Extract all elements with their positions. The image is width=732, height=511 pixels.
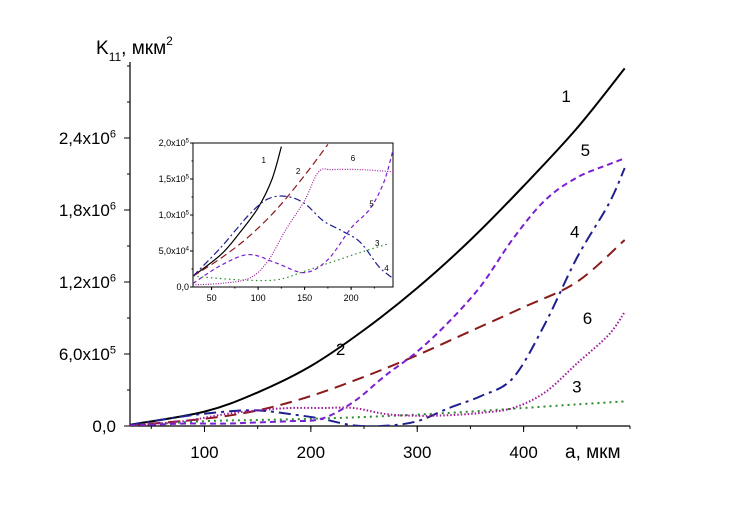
inset-y-tick-label: 0,0 <box>176 282 189 292</box>
inset-series-4-line <box>193 195 394 279</box>
inset-series-6-line <box>193 168 394 286</box>
main-series-2-line <box>130 239 626 426</box>
inset-y-tick-label: 1,0x105 <box>159 210 190 220</box>
main-series-3-line <box>130 400 625 426</box>
inset-series-3-label: 3 <box>375 239 380 248</box>
inset-series-1-line <box>193 146 282 277</box>
inset-series-1-label: 1 <box>261 156 266 165</box>
main-x-tick-label: 100 <box>190 443 218 462</box>
inset-background <box>193 143 393 287</box>
inset-series-6-label: 6 <box>351 154 356 163</box>
main-y-tick-label: 2,4x106 <box>59 128 116 148</box>
inset-series-5-line <box>193 150 394 284</box>
main-series-5-label: 5 <box>581 141 590 160</box>
inset-series-5-label: 5 <box>369 199 374 208</box>
main-x-tick-label: 300 <box>403 443 431 462</box>
main-x-axis-title: a, мкм <box>565 442 621 463</box>
main-series-1-line <box>130 67 626 426</box>
main-series-6-line <box>130 311 626 426</box>
inset-x-tick-label: 200 <box>344 293 359 303</box>
inset-x-tick-label: 150 <box>297 293 312 303</box>
main-series-5-line <box>130 157 626 426</box>
main-series-3-label: 3 <box>572 377 581 396</box>
main-series-4-label: 4 <box>570 223 579 242</box>
main-series-1-label: 1 <box>561 87 570 106</box>
inset-series-3-line <box>193 243 389 282</box>
main-series-6-label: 6 <box>583 309 592 328</box>
main-series-2-label: 2 <box>336 340 345 359</box>
main-y-tick-label: 1,2x106 <box>59 272 116 292</box>
main-y-axis-title: K11, мкм2 <box>96 34 173 64</box>
inset-y-tick-label: 1,5x105 <box>159 174 190 184</box>
main-plot: 100 200 300 400 0,0 6,0x105 1,2x106 1,8x106 2,4x… <box>59 34 631 463</box>
main-y-tick-label: 6,0x105 <box>59 344 116 364</box>
inset-plot: 50 100 150 200 0,0 5,0x104 1,0x105 1,5x105 2,0x1… <box>159 138 394 303</box>
main-y-tick-label: 0,0 <box>92 417 116 436</box>
main-series-4-line <box>130 167 626 426</box>
inset-y-tick-label: 5,0x104 <box>159 246 190 256</box>
inset-y-tick-label: 2,0x105 <box>159 138 190 148</box>
inset-x-tick-label: 100 <box>251 293 266 303</box>
inset-x-tick-label: 50 <box>207 293 217 303</box>
inset-series-4-label: 4 <box>384 264 389 273</box>
main-y-tick-label: 1,8x106 <box>59 200 116 220</box>
main-x-tick-label: 200 <box>297 443 325 462</box>
main-x-tick-label: 400 <box>509 443 537 462</box>
inset-series-2-label: 2 <box>296 167 301 176</box>
inset-series-2-line <box>193 144 329 277</box>
